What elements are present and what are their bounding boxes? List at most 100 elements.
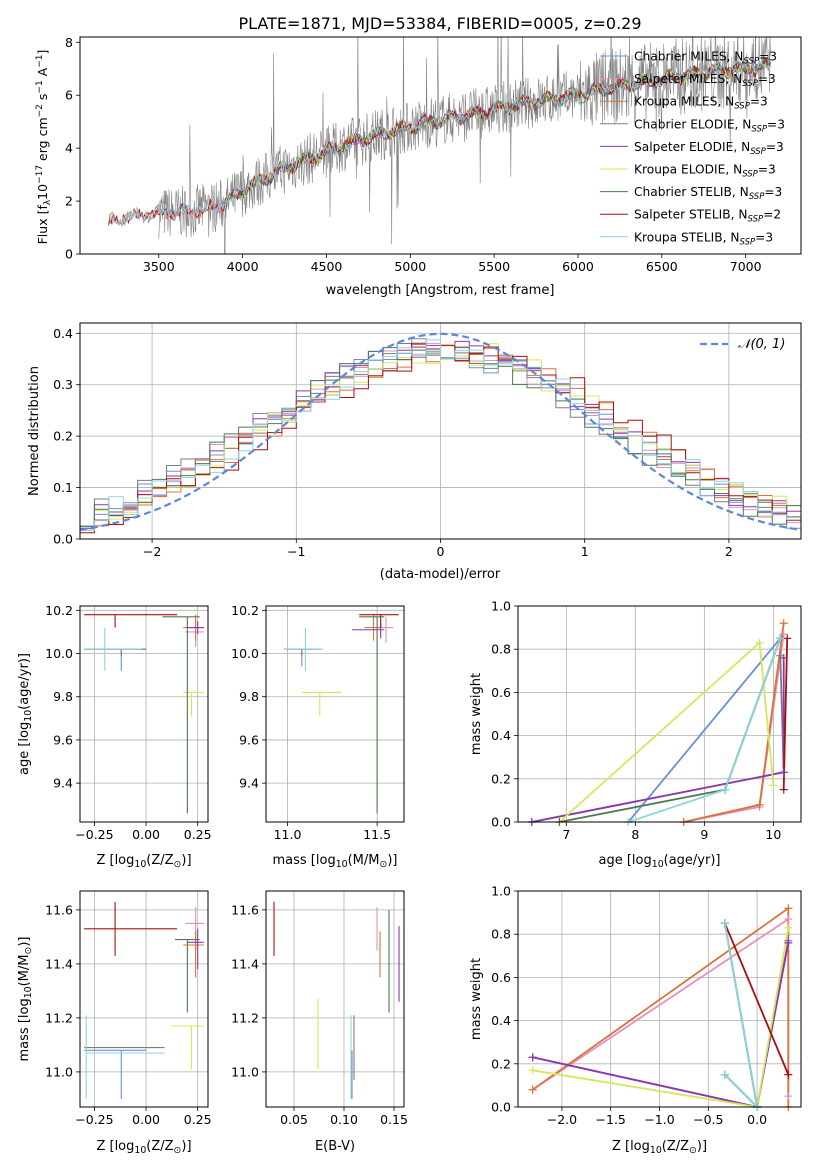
y-tick-label: 11.6 (45, 902, 73, 917)
y-tick-label: 9.4 (53, 776, 73, 791)
weight-marker (783, 634, 792, 643)
legend-label: 𝒩(0, 1) (738, 337, 785, 352)
plot-area (283, 614, 399, 814)
x-tick-label: 0.25 (184, 1112, 212, 1127)
weight-marker (779, 653, 788, 662)
x-tick-label: 4500 (311, 259, 343, 274)
x-tick-label: 6000 (562, 259, 594, 274)
axes-frame (265, 605, 405, 823)
label-span: 10 (652, 859, 664, 870)
label-span: mass [log (17, 998, 32, 1061)
label-span: =2 (763, 208, 781, 222)
label-span: =3 (767, 117, 785, 131)
x-tick-label: 10 (765, 827, 781, 842)
x-tick-label: −2.0 (547, 1112, 577, 1127)
weight-line-salpeter_stelib (782, 638, 789, 790)
label-span: =3 (755, 230, 773, 244)
y-tick-label: 9.8 (53, 689, 73, 704)
x-axis-label: Z [log10(Z/Z⊙)] (96, 853, 191, 870)
x-tick-label: 7 (562, 827, 570, 842)
y-tick-label: 0.0 (53, 532, 73, 547)
label-span: =3 (750, 95, 768, 109)
y-tick-label: 11.2 (45, 1010, 73, 1025)
label-span: erg cm (35, 117, 50, 165)
x-axis-label: Z [log10(Z/Z⊙)] (612, 1139, 707, 1156)
weight-marker (779, 768, 788, 777)
weight-marker (721, 785, 730, 794)
plot-area (80, 332, 801, 534)
y-tick-label: 10.2 (231, 603, 259, 618)
x-tick-label: 5500 (478, 259, 510, 274)
axes-frame (265, 890, 405, 1108)
gaussian-curve (80, 332, 801, 532)
y-tick-label: 4 (65, 141, 73, 156)
legend-label: Salpeter STELIB, NSSP=2 (634, 208, 781, 225)
axes-frame (79, 36, 802, 255)
weight-marker (720, 1070, 729, 1079)
label-span: ⊙ (379, 859, 387, 870)
label-span: ⊙ (174, 859, 182, 870)
axes-residuals: −2 −1 0 1 2 0.0 0.1 0.2 0.3 0.4 (data-model)/error… (27, 322, 802, 582)
axes-mass_vs_ebv: 0.05 0.10 0.15 11.0 11.2 11.4 11.6 E(B-V) (231, 890, 408, 1154)
label-span: )] (181, 853, 191, 868)
label-span: −1 (35, 80, 45, 93)
label-span: 10 (35, 184, 50, 200)
axes-spectrum: 3500 4000 4500 5000 5500 6000 6500 7000 0 2 4 6 8 wav… (35, 35, 802, 298)
model-line-kroupa_stelib (108, 60, 770, 226)
label-span: ] (35, 50, 50, 55)
axes-frame (79, 322, 802, 540)
y-tick-label: 2 (65, 194, 73, 209)
weight-marker (769, 781, 778, 790)
legend-label: Kroupa MILES, NSSP=3 (634, 95, 768, 112)
x-tick-label: 4000 (227, 259, 259, 274)
legend-label: Chabrier STELIB, NSSP=3 (634, 185, 782, 202)
label-span: (Z/Z (146, 1139, 173, 1154)
x-tick-label: −0.25 (75, 827, 113, 842)
y-tick-label: 0.4 (491, 728, 511, 743)
legend-label: Chabrier ELODIE, NSSP=3 (634, 117, 785, 134)
y-tick-label: 11.0 (45, 1064, 73, 1079)
label-span: SSP (750, 147, 766, 157)
label-span: −2 (35, 104, 45, 117)
weight-marker (528, 1066, 537, 1075)
legend-label: Kroupa STELIB, NSSP=3 (634, 230, 773, 247)
x-tick-label: −0.25 (75, 1112, 113, 1127)
axes-weight_vs_Z: −2.0 −1.5 −1.0 −0.5 0.0 0.0 0.2 0.4 0.6 0.8 1.0 Z [… (469, 884, 802, 1156)
weight-marker (779, 785, 788, 794)
y-tick-label: 11.4 (45, 956, 73, 971)
x-tick-label: 11.5 (363, 827, 391, 842)
y-axis-label: mass weight (469, 958, 484, 1040)
label-span: 10 (23, 710, 34, 722)
weight-marker (784, 938, 793, 947)
label-span: =3 (766, 140, 784, 154)
label-span: (Z/Z (662, 1139, 689, 1154)
weight-marker (528, 1053, 537, 1062)
weight-line-chabrier_elodie (532, 940, 790, 1107)
model-line-salpeter_elodie (225, 57, 771, 210)
y-tick-label: 0.8 (491, 927, 511, 942)
axes-age_vs_mass: 11.0 11.5 9.4 9.6 9.8 10.0 10.2 mass [log10(M/M… (231, 603, 405, 870)
label-span: )] (697, 1139, 707, 1154)
weight-line-kroupa_stelib (724, 923, 759, 1107)
hist-step-kroupa_stelib (80, 339, 801, 531)
plot-area (108, 37, 771, 254)
y-tick-label: 10.2 (45, 603, 73, 618)
figure-title: PLATE=1871, MJD=53384, FIBERID=0005, z=0… (238, 14, 641, 33)
x-tick-label: 0 (437, 544, 445, 559)
y-tick-label: 0.6 (491, 970, 511, 985)
weight-marker (755, 638, 764, 647)
plot-area (273, 901, 400, 1099)
y-tick-label: 11.0 (231, 1064, 259, 1079)
label-span: =3 (758, 72, 776, 86)
y-tick-label: 9.6 (239, 732, 259, 747)
axes-age_vs_Z: −0.25 0.00 0.259.49.69.810.010.2Z [log10(Z… (17, 603, 212, 870)
x-tick-label: 0.00 (132, 1112, 160, 1127)
y-tick-label: 0.2 (491, 771, 511, 786)
label-span: Z [log (96, 853, 134, 868)
label-span: (M/M (17, 955, 32, 987)
label-span: (age/yr)] (17, 653, 32, 710)
label-span: SSP (747, 215, 763, 225)
y-tick-label: 8 (65, 35, 73, 50)
x-tick-label: 0.0 (747, 1112, 767, 1127)
